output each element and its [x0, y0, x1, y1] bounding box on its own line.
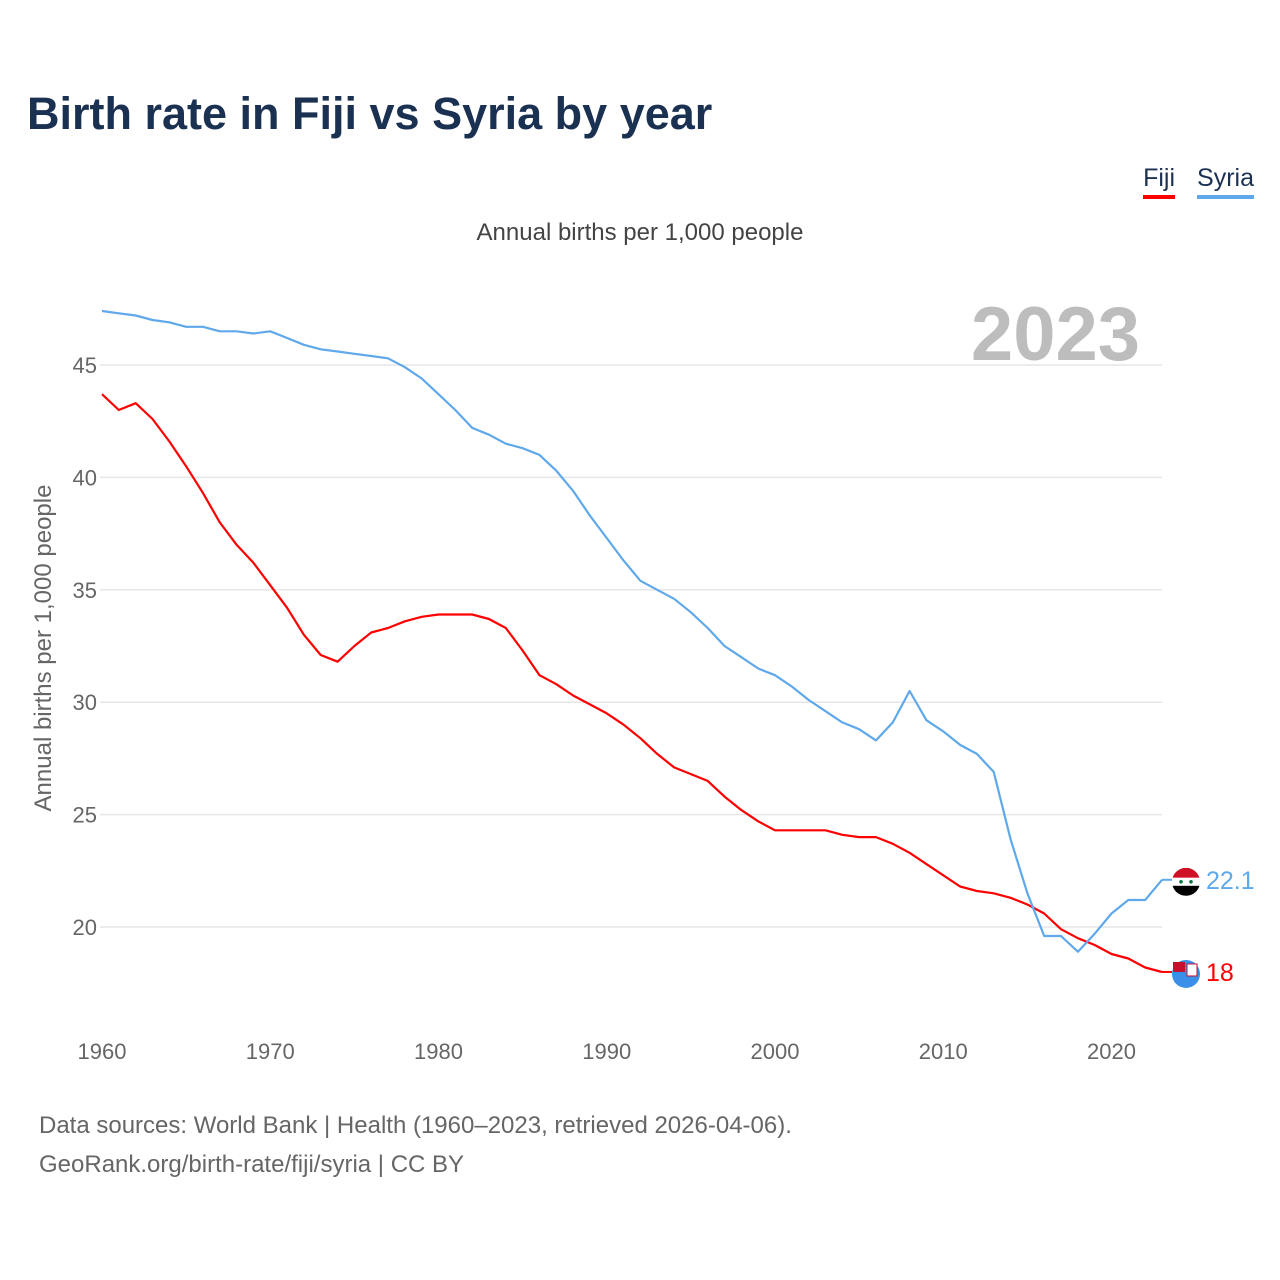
- source-link[interactable]: GeoRank.org/birth-rate/fiji/syria | CC B…: [39, 1151, 465, 1178]
- flag-white: [1172, 877, 1200, 886]
- flag-union: [1173, 961, 1185, 972]
- x-tick-label: 1970: [246, 1039, 295, 1064]
- chart-subtitle: Annual births per 1,000 people: [477, 219, 804, 246]
- legend-fiji[interactable]: Fiji: [1143, 164, 1176, 199]
- y-tick-label: 25: [73, 803, 97, 828]
- legend-syria[interactable]: Syria: [1197, 164, 1254, 199]
- y-tick-label: 45: [73, 353, 97, 378]
- flag-stripes: [1172, 867, 1200, 896]
- x-tick-label: 2020: [1087, 1039, 1136, 1064]
- data-source: Data sources: World Bank | Health (1960–…: [39, 1112, 792, 1139]
- y-tick-label: 35: [73, 578, 97, 603]
- flag-shield: [1186, 963, 1198, 977]
- syria-flag-icon: [1172, 867, 1200, 896]
- x-tick-label: 1960: [78, 1039, 127, 1064]
- end-value-label: 18: [1206, 959, 1234, 987]
- x-tick-label: 1990: [582, 1039, 631, 1064]
- end-value-label: 22.1: [1206, 867, 1255, 895]
- y-axis-label: Annual births per 1,000 people: [30, 485, 57, 812]
- flag-red: [1172, 867, 1200, 878]
- y-tick-label: 20: [73, 915, 97, 940]
- flag-black: [1172, 885, 1200, 896]
- y-tick-label: 40: [73, 465, 97, 490]
- fiji-flag-icon: [1172, 959, 1200, 988]
- series-line-fiji: [101, 393, 1163, 974]
- flag-star: [1179, 879, 1183, 884]
- series-line-syria: [101, 309, 1163, 953]
- legend: Fiji Syria: [1143, 164, 1254, 199]
- chart-title: Birth rate in Fiji vs Syria by year: [27, 88, 713, 139]
- flag-star: [1189, 879, 1193, 884]
- year-watermark: 2023: [971, 292, 1140, 377]
- x-tick-label: 1980: [414, 1039, 463, 1064]
- y-tick-label: 30: [73, 690, 97, 715]
- x-tick-label: 2000: [751, 1039, 800, 1064]
- footer: Data sources: World Bank | Health (1960–…: [39, 1106, 792, 1184]
- x-tick-label: 2010: [919, 1039, 968, 1064]
